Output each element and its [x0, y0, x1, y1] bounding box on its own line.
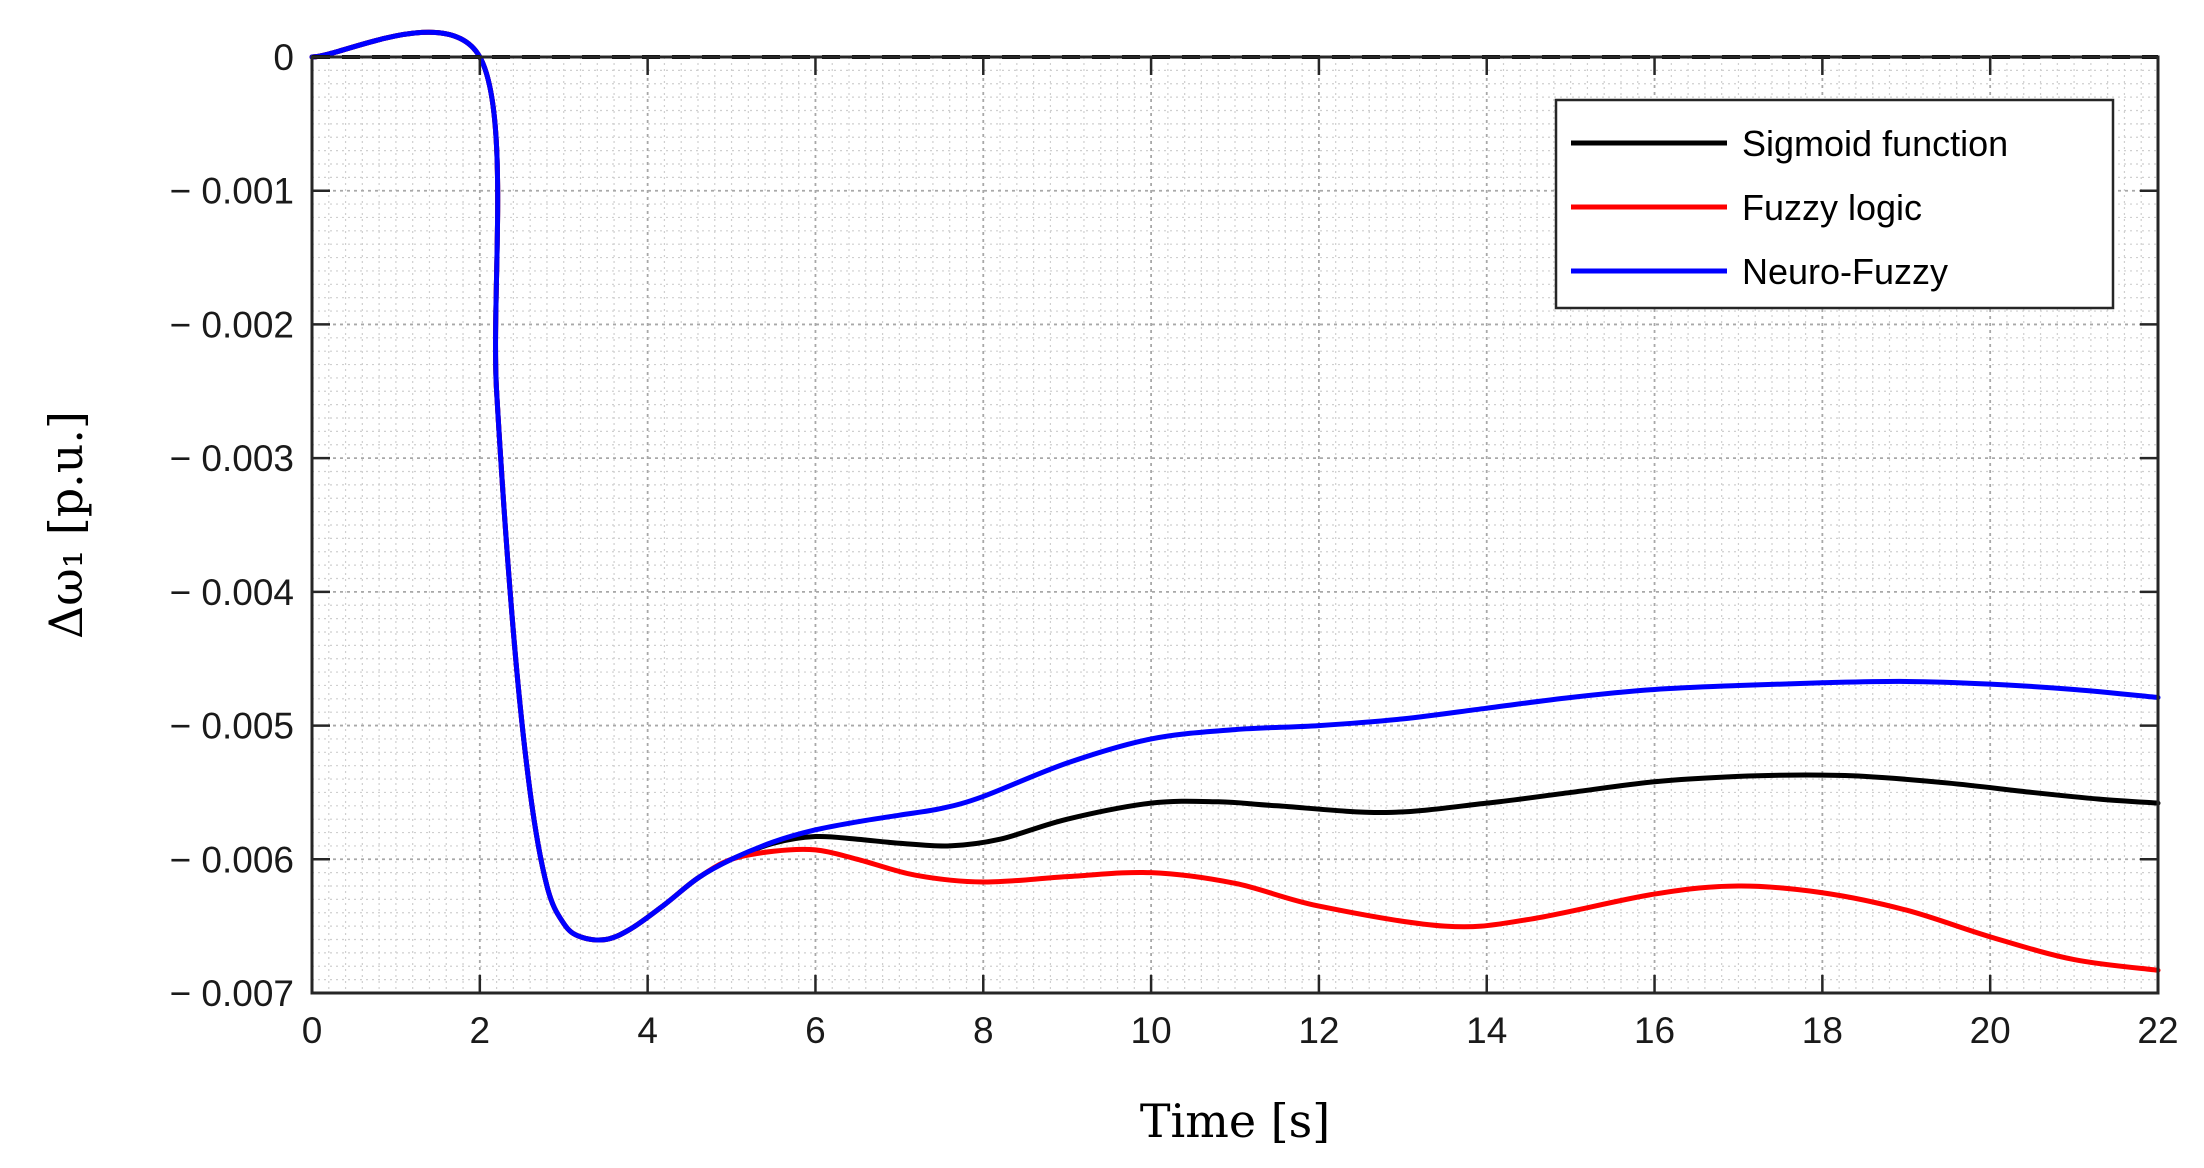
y-tick-label: − 0.001: [170, 171, 294, 212]
plot-frame: [310, 55, 2160, 995]
legend: Sigmoid function Fuzzy logic Neuro-Fuzzy: [1554, 98, 2115, 310]
y-tick-label: − 0.004: [170, 572, 294, 613]
x-tick-label: 2: [470, 1010, 491, 1051]
series-line-neuro-fuzzy: [309, 29, 2161, 943]
y-tick-label: − 0.005: [170, 706, 294, 747]
legend-label-fuzzy-logic: Fuzzy logic: [1742, 187, 1922, 228]
x-tick-label: 22: [2137, 1010, 2178, 1051]
y-tick-label: 0: [273, 37, 294, 78]
legend-label-neuro-fuzzy: Neuro-Fuzzy: [1742, 251, 1948, 292]
x-tick-label: 10: [1131, 1010, 1172, 1051]
legend-label-sigmoid-function: Sigmoid function: [1742, 123, 2008, 164]
x-tick-label: 18: [1802, 1010, 1843, 1051]
y-tick-label: − 0.002: [170, 304, 294, 345]
y-tick-label: − 0.007: [170, 973, 294, 1014]
x-tick-label: 14: [1466, 1010, 1507, 1051]
axis-ticks: [310, 55, 2160, 995]
y-tick-label: − 0.006: [170, 839, 294, 880]
y-axis-label: Δω₁ [p.u.]: [39, 411, 93, 639]
x-axis-label: Time [s]: [1140, 1094, 1330, 1148]
x-tick-label: 6: [805, 1010, 826, 1051]
x-tick-label: 8: [973, 1010, 994, 1051]
y-tick-label: − 0.003: [170, 438, 294, 479]
series-layer: [309, 29, 2161, 973]
tick-labels: 0 2 4 6 8 10 12 14 16 18 20 22 0 − 0.001 − 0.002 − 0.00…: [170, 37, 2179, 1051]
x-tick-label: 4: [637, 1010, 658, 1051]
x-tick-label: 0: [302, 1010, 323, 1051]
minor-grid: [312, 57, 2158, 993]
x-tick-label: 12: [1298, 1010, 1339, 1051]
x-tick-label: 20: [1970, 1010, 2011, 1051]
x-tick-label: 16: [1634, 1010, 1675, 1051]
